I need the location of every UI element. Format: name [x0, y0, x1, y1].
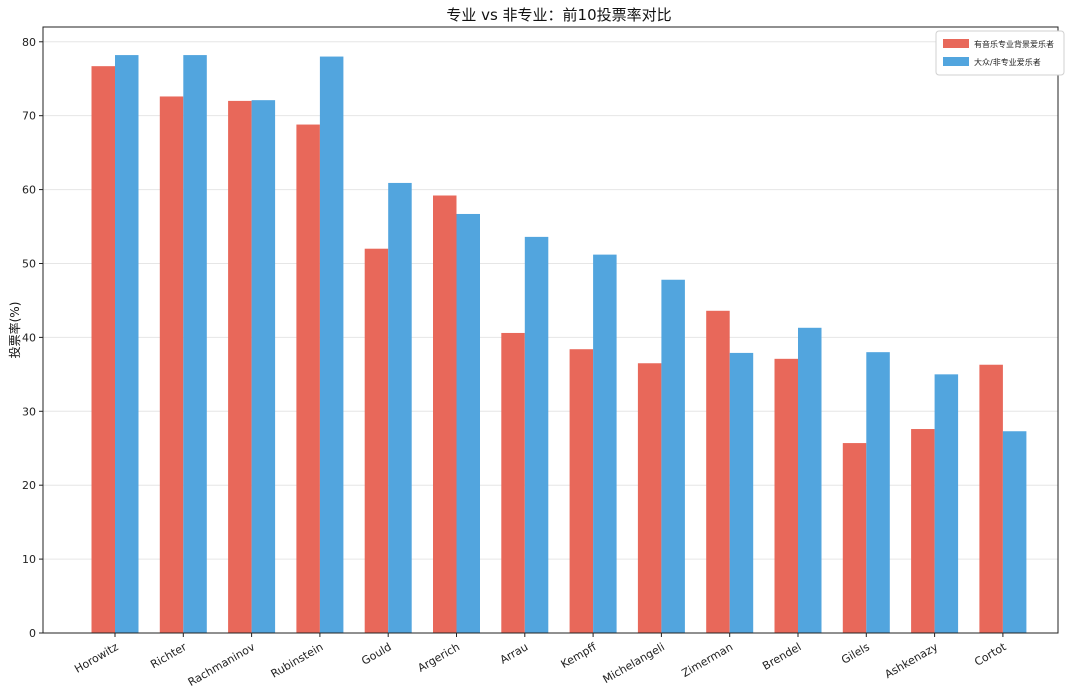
grid-lines — [43, 41, 1058, 560]
bar — [842, 443, 867, 633]
bar — [296, 124, 320, 634]
plot-frame — [42, 26, 1059, 634]
bar — [524, 236, 549, 633]
bar — [798, 327, 822, 633]
bars — [91, 55, 1027, 634]
bar — [729, 352, 754, 633]
x-tick-label: Gilels — [839, 640, 872, 666]
bar — [433, 195, 457, 633]
bar — [661, 279, 685, 633]
y-axis-ticks: 0 10 20 30 40 50 60 70 80 — [22, 36, 43, 640]
x-tick-label: Brendel — [760, 640, 803, 672]
x-tick-label: Zimerman — [679, 640, 735, 680]
y-tick-label: 30 — [22, 405, 36, 418]
x-tick-label: Rachmaninov — [186, 640, 258, 689]
bar — [569, 349, 594, 633]
y-tick-label: 50 — [22, 257, 36, 270]
bar — [91, 66, 115, 634]
x-tick-label: Kempff — [559, 640, 599, 671]
x-tick-label: Cortot — [972, 640, 1009, 669]
bar — [183, 55, 207, 633]
x-tick-label: Ashkenazy — [883, 640, 941, 681]
y-tick-label: 20 — [22, 479, 36, 492]
bar — [1002, 431, 1027, 633]
bar — [979, 364, 1003, 633]
bar — [774, 358, 798, 633]
bar — [706, 310, 730, 633]
legend-swatch — [943, 39, 969, 48]
bar — [228, 100, 252, 633]
y-axis-label: 投票率(%) — [7, 302, 22, 359]
bar — [388, 182, 412, 633]
x-tick-label: Rubinstein — [269, 640, 326, 680]
x-tick-label: Gould — [359, 640, 393, 667]
bar — [866, 352, 890, 633]
legend-label: 有音乐专业背景爱乐者 — [974, 39, 1054, 49]
x-tick-label: Arrau — [498, 640, 531, 666]
x-tick-label: Argerich — [415, 640, 462, 674]
bar — [501, 332, 525, 633]
bar — [251, 100, 276, 634]
bar — [319, 56, 344, 633]
x-tick-label: Michelangeli — [601, 640, 667, 686]
bar — [911, 429, 935, 633]
x-tick-label: Horowitz — [72, 640, 120, 675]
chart-title: 专业 vs 非专业：前10投票率对比 — [446, 6, 671, 24]
bar — [637, 363, 662, 633]
bar — [934, 374, 959, 633]
legend-swatch — [943, 57, 969, 66]
bar — [115, 55, 139, 633]
bar — [364, 248, 389, 633]
bar — [456, 213, 480, 633]
y-tick-label: 10 — [22, 553, 36, 566]
y-tick-label: 70 — [22, 110, 36, 123]
y-tick-label: 40 — [22, 331, 36, 344]
bar — [593, 254, 617, 633]
bar — [159, 96, 184, 634]
y-tick-label: 60 — [22, 184, 36, 197]
legend-box — [935, 30, 1065, 76]
x-tick-label: Richter — [148, 640, 189, 671]
y-tick-label: 80 — [22, 36, 36, 49]
legend-label: 大众/非专业爱乐者 — [974, 57, 1041, 67]
y-tick-label: 0 — [29, 627, 36, 640]
